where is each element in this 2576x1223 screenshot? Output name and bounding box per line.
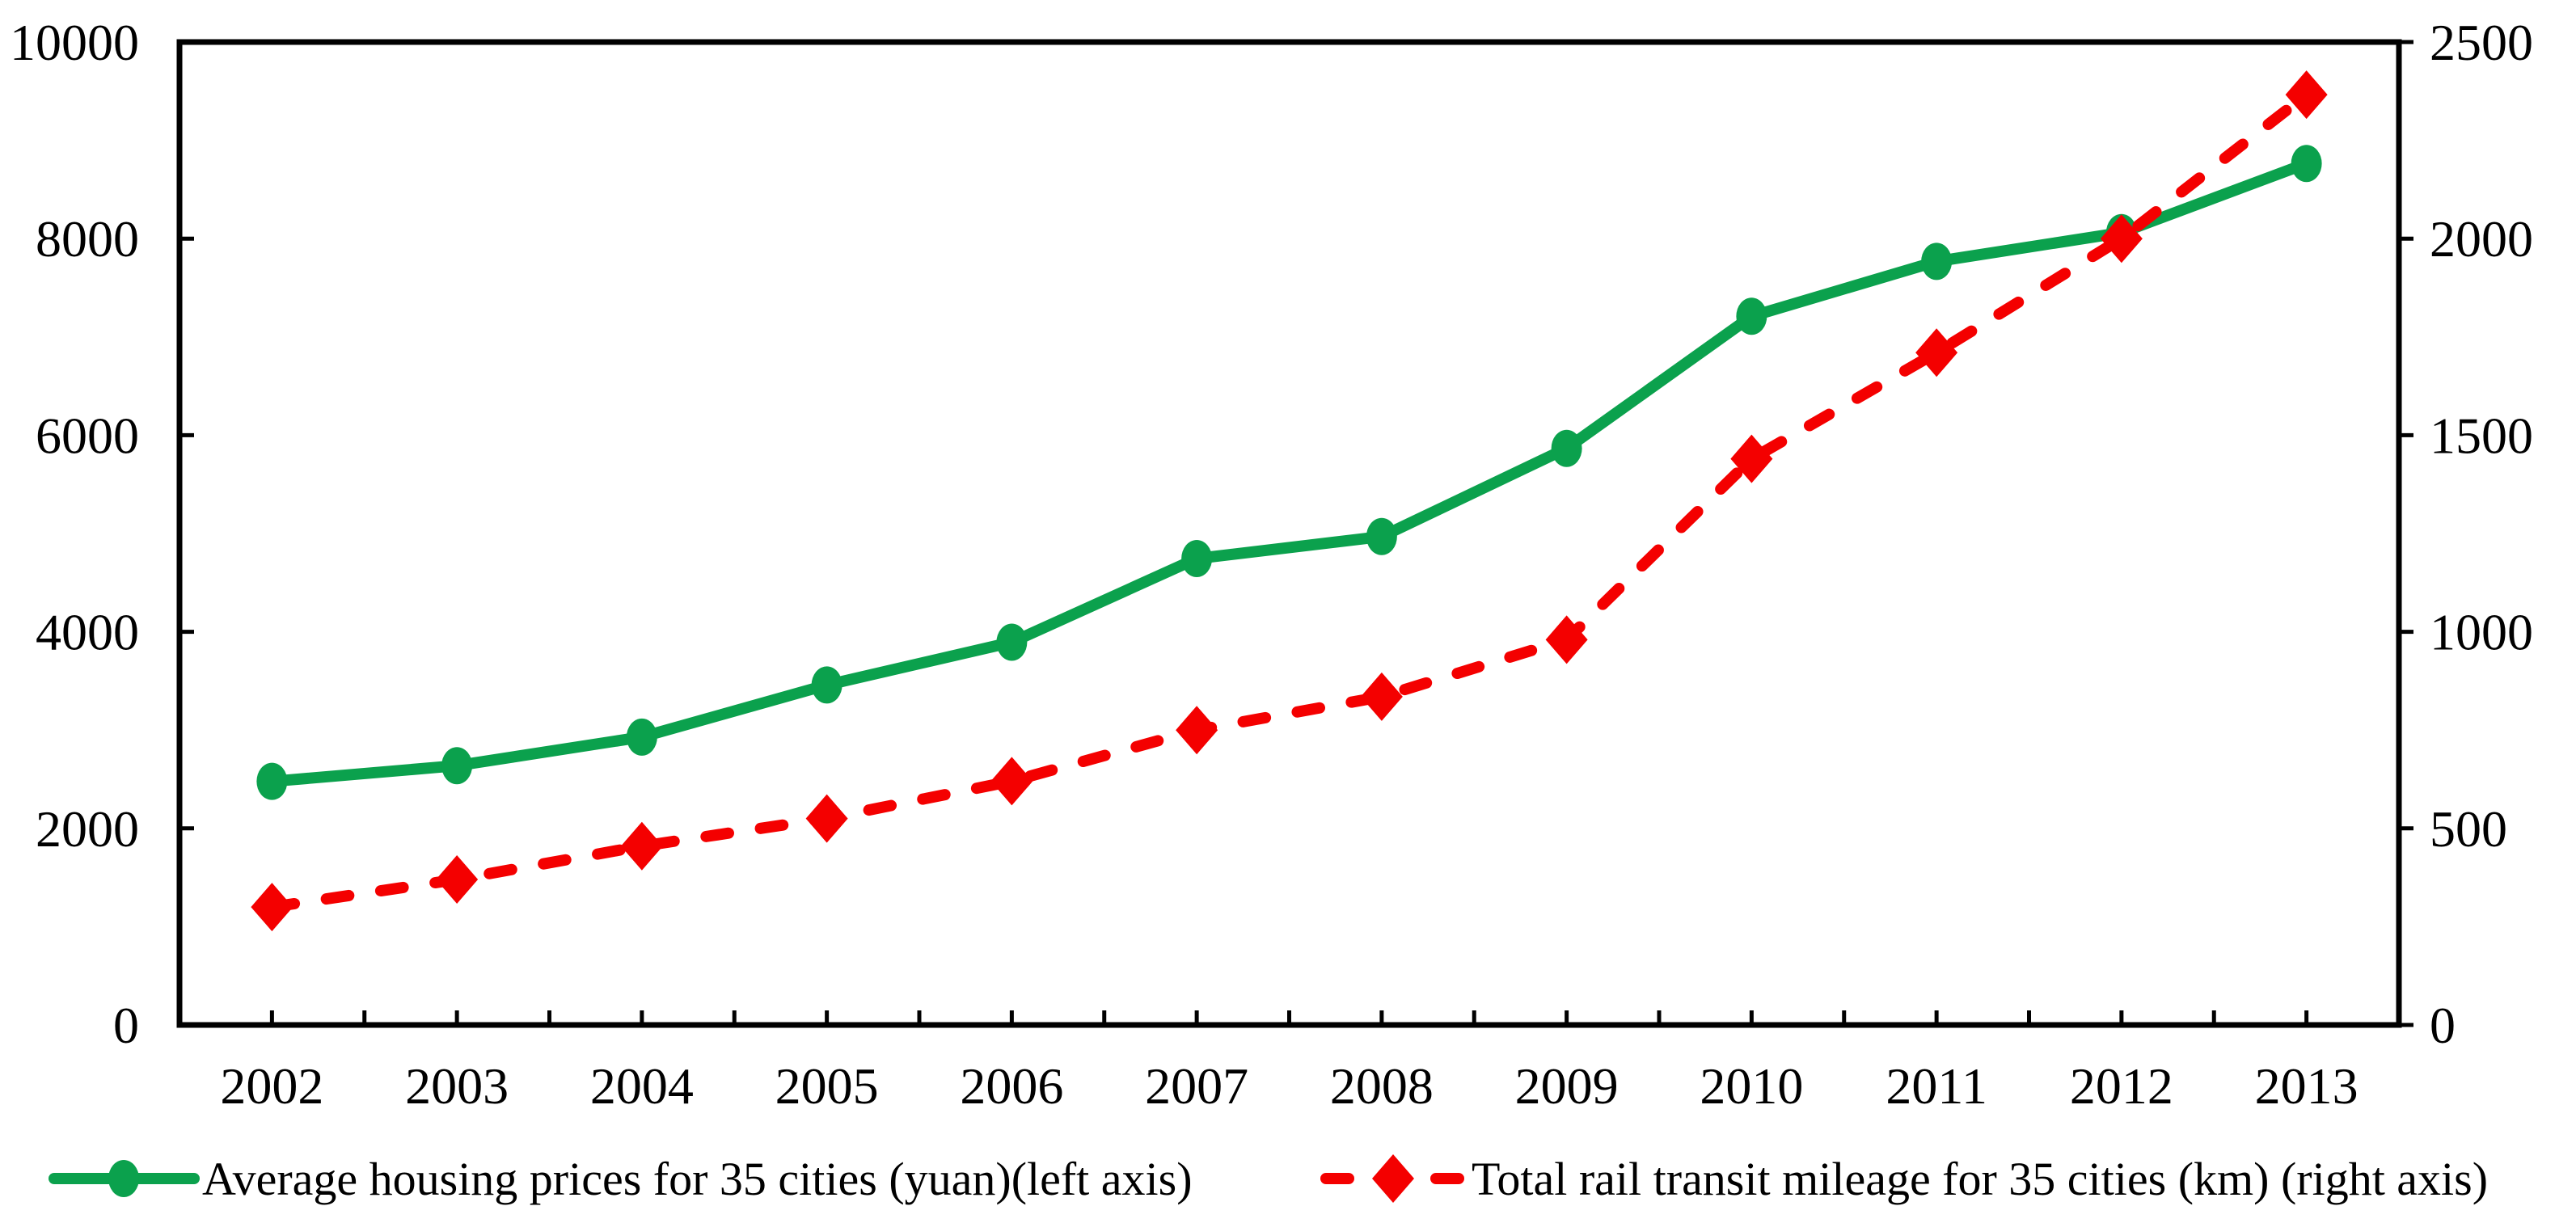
data-point-diamond — [1360, 672, 1403, 721]
data-point-circle — [626, 718, 657, 756]
legend-item-housing-prices: Average housing prices for 35 cities (yu… — [49, 1153, 1193, 1205]
data-point-diamond — [805, 794, 848, 843]
data-point-circle — [811, 666, 842, 704]
right-axis-tick-label: 2000 — [2430, 210, 2533, 268]
series-rail-mileage — [251, 70, 2328, 932]
legend: Average housing prices for 35 cities (yu… — [49, 1153, 2488, 1205]
plot-frame — [176, 39, 2402, 1028]
x-axis-year-label: 2013 — [2255, 1057, 2359, 1115]
right-axis-tick-label: 2500 — [2430, 14, 2533, 71]
right-axis-tick-label: 0 — [2430, 997, 2456, 1054]
right-axis-tick-label: 500 — [2430, 800, 2507, 858]
data-point-circle — [2291, 145, 2322, 183]
data-point-diamond — [251, 883, 293, 932]
left-axis-tick-label: 0 — [113, 997, 139, 1054]
legend-label-housing-prices: Average housing prices for 35 cities (yu… — [202, 1153, 1193, 1205]
x-axis-year-label: 2010 — [1700, 1057, 1803, 1115]
left-axis-labels: 0 2000 4000 6000 8000 10000 — [10, 14, 139, 1054]
x-axis-year-label: 2009 — [1515, 1057, 1619, 1115]
data-point-circle — [1921, 242, 1953, 280]
left-axis-tick-label: 4000 — [36, 604, 139, 661]
dashed-line — [266, 89, 2312, 913]
data-point-diamond — [620, 821, 663, 871]
x-axis-year-label: 2007 — [1145, 1057, 1248, 1115]
data-point-diamond — [436, 855, 479, 905]
right-axis-tick-label: 1000 — [2430, 604, 2533, 661]
data-point-circle — [1551, 429, 1582, 467]
solid-line — [266, 158, 2312, 787]
data-point-circle — [441, 747, 473, 785]
data-point-circle — [256, 762, 288, 800]
right-axis-labels: 0 500 1000 1500 2000 2500 — [2430, 14, 2533, 1054]
data-point-circle — [1736, 297, 1767, 335]
left-axis-tick-label: 2000 — [36, 800, 139, 858]
data-point-diamond — [2100, 214, 2143, 264]
x-axis-year-label: 2012 — [2070, 1057, 2173, 1115]
left-axis-tick-label: 8000 — [36, 210, 139, 268]
data-point-diamond — [1730, 434, 1773, 483]
x-axis-year-label: 2006 — [960, 1057, 1063, 1115]
left-axis-ticks — [179, 40, 194, 1027]
data-point-circle — [996, 623, 1028, 661]
data-point-diamond — [1915, 328, 1958, 377]
left-axis-tick-label: 6000 — [36, 407, 139, 464]
legend-circle-marker-icon — [108, 1160, 139, 1197]
x-axis-year-label: 2003 — [405, 1057, 509, 1115]
x-axis-year-label: 2002 — [220, 1057, 323, 1115]
data-point-diamond — [990, 757, 1033, 806]
data-point-circle — [1366, 517, 1397, 555]
x-axis-ticks — [177, 1010, 2401, 1025]
legend-item-rail-mileage: Total rail transit mileage for 35 cities… — [1320, 1153, 2488, 1205]
data-point-diamond — [1545, 615, 1588, 664]
data-point-diamond — [2285, 70, 2328, 120]
legend-diamond-marker-icon — [1372, 1154, 1414, 1203]
right-axis-ticks — [2399, 40, 2413, 1027]
x-axis-year-label: 2005 — [775, 1057, 879, 1115]
x-axis-year-label: 2004 — [590, 1057, 694, 1115]
left-axis-tick-label: 10000 — [10, 14, 139, 71]
plot-border — [176, 39, 2402, 1028]
right-axis-tick-label: 1500 — [2430, 407, 2533, 464]
data-point-circle — [1181, 540, 1213, 578]
series-housing-prices — [256, 145, 2322, 800]
x-axis-year-label: 2008 — [1330, 1057, 1434, 1115]
x-axis-labels: 2002 2003 2004 2005 2006 2007 2008 2009 2010 2011… — [220, 1057, 2358, 1115]
data-point-diamond — [1176, 706, 1218, 755]
legend-label-rail-mileage: Total rail transit mileage for 35 cities… — [1472, 1153, 2488, 1205]
x-axis-year-label: 2011 — [1886, 1057, 1987, 1115]
data-series — [251, 70, 2328, 932]
